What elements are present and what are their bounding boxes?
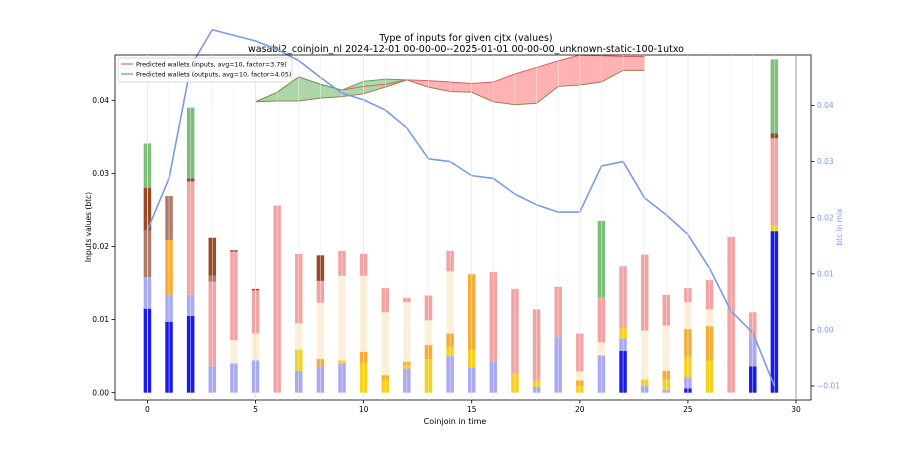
y-tick-label: 0.03 <box>92 169 109 178</box>
y-axis-right: −0.01 0.00 0.01 0.02 0.03 0.04 <box>811 101 840 391</box>
mix-line-layer <box>146 28 776 387</box>
y-right-tick-label: 0.02 <box>817 213 834 222</box>
y-tick-label: 0.04 <box>92 96 109 105</box>
x-tick-label: 20 <box>575 405 585 414</box>
btc-in-mix-line <box>146 28 776 387</box>
x-axis-label: Coinjoin in time <box>424 417 487 426</box>
legend: Predicted wallets (inputs, avg=10, facto… <box>117 57 293 83</box>
y-tick-label: 0.01 <box>92 315 109 324</box>
x-axis: 0 5 10 15 20 25 30 <box>145 55 801 414</box>
y-tick-label: 0.00 <box>92 388 109 397</box>
y-tick-label: 0.02 <box>92 242 109 251</box>
chart-title: Type of inputs for given cjtx (values) <box>378 33 552 44</box>
y-right-tick-label: 0.03 <box>817 157 834 166</box>
y-right-tick-label: 0.04 <box>817 101 834 110</box>
y-right-tick-label: 0.00 <box>817 325 834 334</box>
right-axis-frame <box>795 54 812 401</box>
x-tick-label: 0 <box>145 405 150 414</box>
bars-layer <box>143 59 779 393</box>
legend-outputs-label: Predicted wallets (outputs, avg=10, fact… <box>136 72 291 79</box>
y-right-tick-label: −0.01 <box>817 382 840 391</box>
legend-box <box>117 57 293 83</box>
plot-frame <box>114 54 797 401</box>
chart-subtitle: wasabi2_coinjoin_nl 2024-12-01 00-00-00-… <box>248 44 684 55</box>
legend-inputs-label: Predicted wallets (inputs, avg=10, facto… <box>136 62 287 69</box>
x-tick-label: 5 <box>253 405 258 414</box>
y-axis-right-label: btc in mix <box>835 208 844 246</box>
y-right-tick-label: 0.01 <box>817 269 834 278</box>
x-tick-label: 25 <box>683 405 693 414</box>
y-axis-left: 0.00 0.01 0.02 0.03 0.04 <box>92 96 115 397</box>
wallets-outputs-area <box>255 76 407 102</box>
x-tick-label: 10 <box>359 405 369 414</box>
x-tick-label: 30 <box>791 405 801 414</box>
y-axis-label: Inputs values (btc) <box>84 192 93 262</box>
wallets-outputs-line <box>255 76 407 103</box>
x-tick-label: 15 <box>467 405 477 414</box>
